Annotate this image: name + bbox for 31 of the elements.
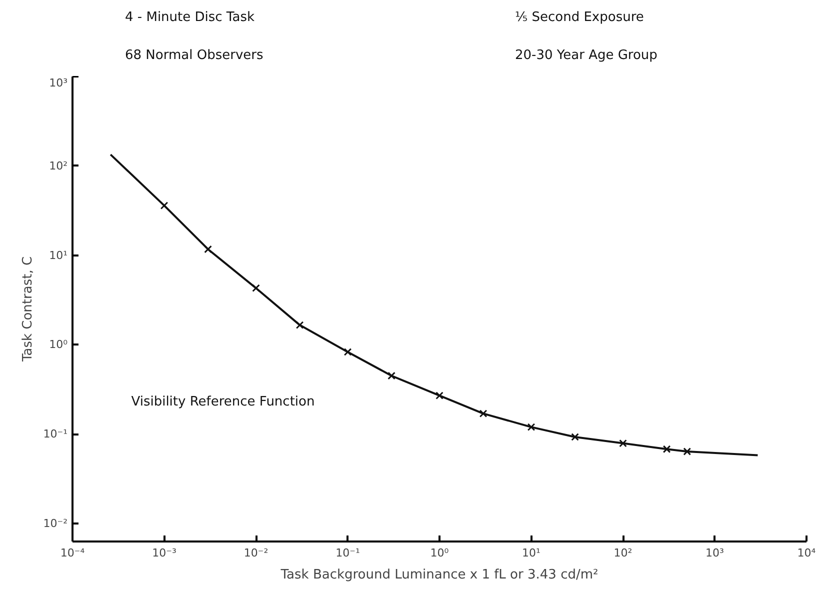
point	[662, 445, 671, 454]
x-tick-label: 10²	[614, 546, 632, 560]
point	[252, 284, 260, 292]
x-tick-label: 10¹	[522, 546, 540, 560]
y-tick-label: 10¹	[49, 248, 68, 262]
point	[479, 410, 488, 418]
x-tick-label: 10³	[706, 546, 724, 560]
x-tick-label: 10⁻⁴	[60, 546, 86, 560]
text: 4 - Minute Disc Task	[125, 9, 254, 27]
x-tick-label: 10⁰	[430, 546, 450, 560]
text: 68 Normal Observers	[125, 47, 264, 65]
y-tick-label: 10³	[49, 76, 68, 90]
x-axis-title: Task Background Luminance x 1 fL or 3.43 cd/m²	[280, 568, 598, 582]
point	[344, 348, 352, 356]
y-tick-label: 10⁰	[49, 338, 68, 352]
y-tick-label: 10⁻¹	[43, 428, 68, 441]
text: ⅕ Second Exposure	[515, 9, 644, 27]
x-tick-label: 10⁻¹	[336, 546, 360, 560]
annotation: Visibility Reference Function	[131, 394, 315, 410]
point	[160, 202, 168, 210]
y-tick-label: 10⁻²	[43, 517, 68, 530]
text: 20-30 Year Age Group	[515, 47, 658, 65]
point	[436, 392, 444, 400]
point	[388, 372, 396, 380]
y-axis-title: Task Contrast, C	[20, 256, 36, 363]
point	[296, 321, 304, 329]
x-tick-label: 10⁻²	[244, 546, 268, 560]
point	[571, 433, 579, 441]
x-tick-label: 10⁴	[797, 546, 816, 560]
y-tick-label: 10²	[49, 159, 68, 172]
x-tick-label: 10⁻³	[152, 546, 176, 560]
